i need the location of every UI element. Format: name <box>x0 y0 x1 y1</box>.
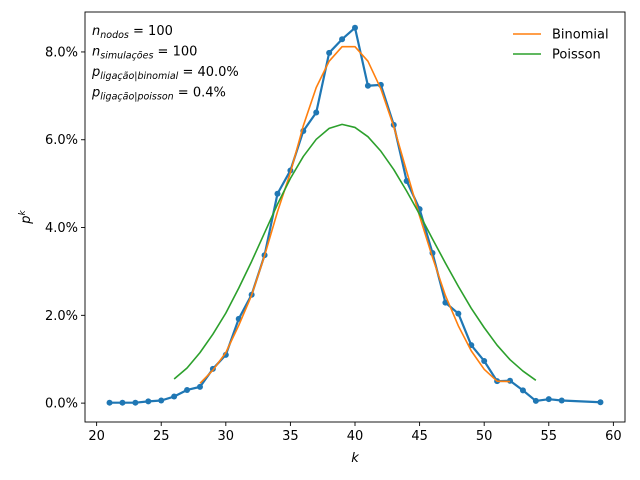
parameter-annotations: nnodos = 100 nsimulações = 100 pligação|bi… <box>91 24 239 103</box>
annotation-line: pligação|poisson = 0.4% <box>91 86 226 103</box>
annotation-line: pligação|binomial = 40.0% <box>91 65 239 82</box>
series-line <box>109 26 601 404</box>
x-tick-label: 30 <box>218 429 235 444</box>
x-tick-label: 25 <box>153 429 170 444</box>
data-point <box>545 396 552 403</box>
legend-label: Binomial <box>552 28 609 43</box>
data-point <box>145 398 152 405</box>
data-point <box>532 397 539 404</box>
series-simulation <box>106 24 604 406</box>
y-tick-label: 6.0% <box>45 133 78 148</box>
x-tick-label: 50 <box>476 429 493 444</box>
y-tick-label: 2.0% <box>45 309 78 324</box>
data-point <box>274 190 281 197</box>
data-point <box>364 82 371 89</box>
y-tick-label: 8.0% <box>45 45 78 60</box>
legend-item-binomial: Binomial <box>513 28 609 43</box>
data-point <box>326 49 333 56</box>
legend: Binomial Poisson <box>513 28 609 63</box>
annotation-line: nsimulações = 100 <box>92 45 197 62</box>
data-point <box>171 393 178 400</box>
data-point <box>196 383 203 390</box>
annotation-line: nnodos = 100 <box>92 24 173 41</box>
data-point <box>481 357 488 364</box>
data-point <box>455 310 462 317</box>
legend-item-poisson: Poisson <box>513 48 601 63</box>
data-point <box>132 399 139 406</box>
x-tick-label: 35 <box>282 429 299 444</box>
data-point <box>339 36 346 43</box>
data-point <box>106 399 113 406</box>
series-line <box>199 45 511 384</box>
series-binomial <box>199 45 511 384</box>
data-point <box>403 178 410 184</box>
series-layer <box>106 24 604 406</box>
data-point <box>352 24 358 31</box>
x-tick-label: 20 <box>88 429 105 444</box>
y-axis-label: pk <box>18 209 34 224</box>
data-point <box>313 109 320 116</box>
data-point <box>558 397 565 404</box>
data-point <box>158 397 165 404</box>
y-tick-label: 4.0% <box>45 221 78 236</box>
data-point <box>184 386 191 393</box>
series-poisson <box>173 123 537 381</box>
legend-label: Poisson <box>552 48 601 63</box>
x-tick-label: 45 <box>411 429 428 444</box>
y-tick-label: 0.0% <box>45 397 78 412</box>
x-tick-label: 55 <box>541 429 558 444</box>
x-axis: 20 25 30 35 40 45 50 55 60 <box>88 422 622 444</box>
x-tick-label: 60 <box>605 429 622 444</box>
data-point <box>519 387 526 394</box>
x-axis-label: k <box>351 451 359 466</box>
data-point <box>597 399 604 406</box>
x-tick-label: 40 <box>347 429 364 444</box>
y-axis: 0.0% 2.0% 4.0% 6.0% 8.0% <box>45 45 85 412</box>
series-line <box>173 123 537 381</box>
data-point <box>119 399 126 406</box>
